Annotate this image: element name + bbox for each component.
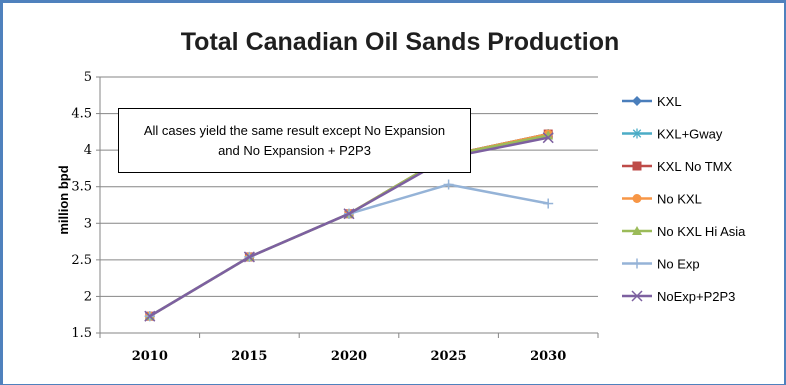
legend-label: NoExp+P2P3: [657, 289, 735, 304]
legend-marker: [632, 96, 642, 106]
y-tick-label: 3: [84, 216, 92, 231]
legend-label: KXL+Gway: [657, 127, 723, 142]
legend-label: KXL: [657, 94, 682, 109]
y-tick-label: 4.5: [71, 107, 92, 122]
y-tick-label: 2.5: [71, 253, 92, 268]
x-tick-label: 2015: [231, 349, 267, 364]
legend-entry: No KXL: [622, 192, 702, 207]
legend-marker: [632, 161, 642, 171]
series-no-exp: [144, 179, 554, 322]
legend-marker: [632, 128, 642, 139]
y-tick-label: 4: [84, 143, 92, 158]
y-tick-label: 1.5: [71, 326, 92, 341]
series-lines: [144, 129, 554, 322]
legend-entry: No Exp: [622, 257, 700, 272]
axes: 1.5 2 2.5 3 3.5 4 4.5 5 2010 2015 2020 2025 2030: [71, 70, 599, 364]
legend-entry: KXL+Gway: [622, 127, 723, 142]
data-point: [343, 208, 355, 220]
annotation-box: All cases yield the same result except N…: [118, 108, 471, 173]
legend: KXL KXL+Gway KXL No TMX No KXL No KXL Hi Asi…: [622, 94, 746, 304]
x-tick-label: 2025: [431, 349, 467, 364]
legend-marker: [632, 258, 642, 269]
y-tick-label: 5: [84, 70, 92, 85]
x-tick-label: 2030: [530, 349, 566, 364]
x-tick-label: 2020: [331, 349, 367, 364]
legend-marker: [631, 290, 643, 302]
data-point: [243, 251, 255, 263]
legend-entry: KXL: [622, 94, 682, 109]
y-tick-label: 2: [84, 289, 92, 304]
legend-entry: KXL No TMX: [622, 159, 732, 174]
y-tick-label: 3.5: [71, 180, 92, 195]
x-tick-label: 2010: [132, 349, 168, 364]
legend-entry: NoExp+P2P3: [622, 289, 735, 304]
legend-label: No KXL Hi Asia: [657, 224, 746, 239]
data-point: [144, 310, 156, 322]
legend-label: KXL No TMX: [657, 159, 732, 174]
data-point: [542, 132, 554, 144]
chart-title: Total Canadian Oil Sands Production: [181, 28, 619, 56]
data-point: [543, 198, 554, 209]
legend-entry: No KXL Hi Asia: [622, 224, 746, 239]
legend-label: No Exp: [657, 257, 700, 272]
legend-marker: [632, 194, 642, 203]
legend-label: No KXL: [657, 192, 702, 207]
legend-marker: [632, 226, 642, 235]
data-point: [443, 179, 454, 190]
y-axis-label: million bpd: [56, 165, 71, 234]
